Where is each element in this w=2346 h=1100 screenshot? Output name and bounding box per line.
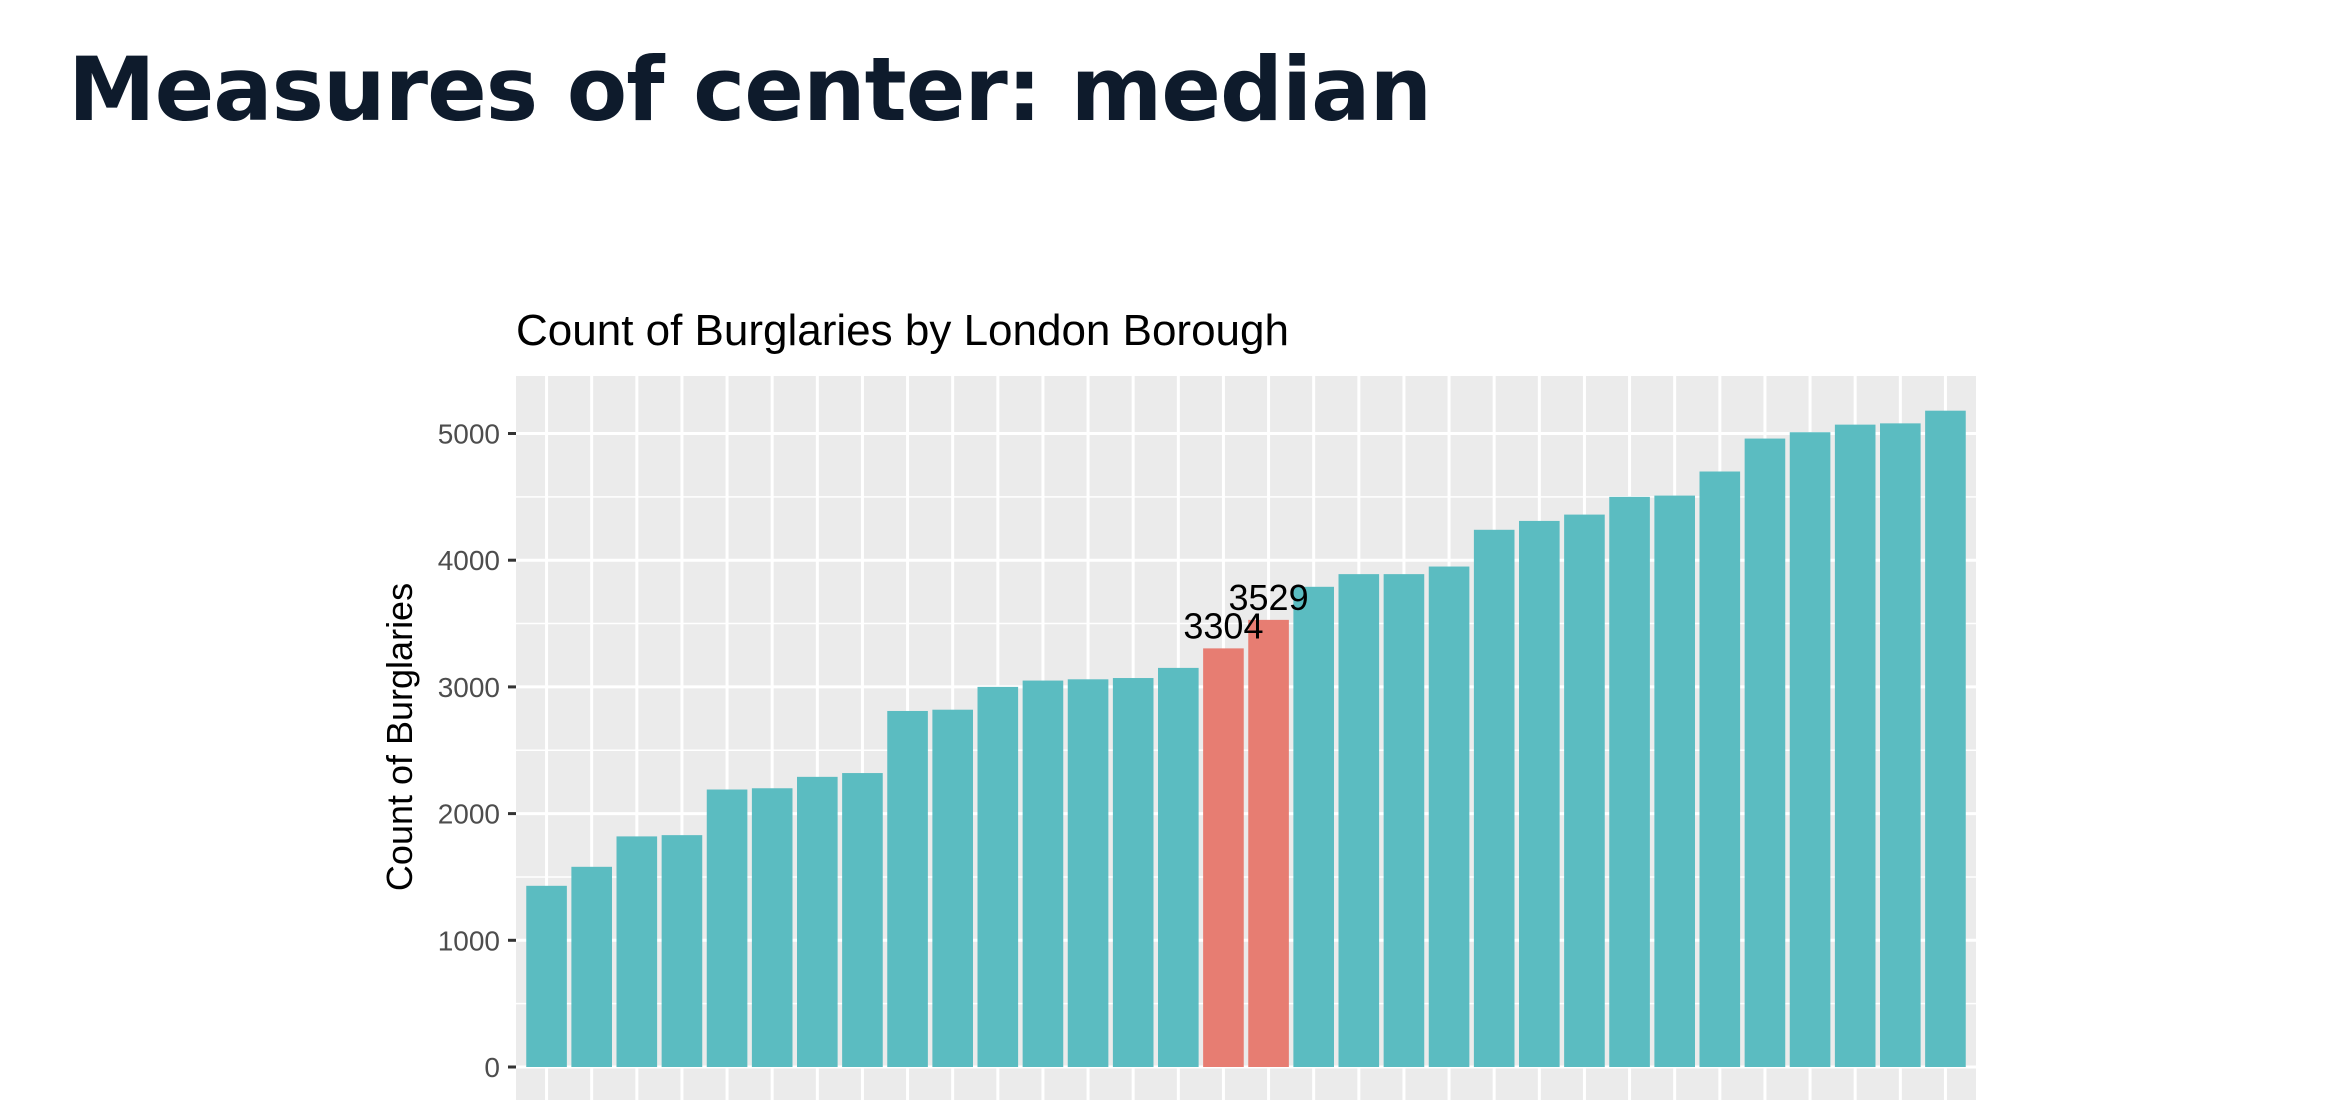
y-axis-title: Count of Burglaries: [379, 583, 420, 891]
bar: [1925, 410, 1966, 1068]
chart-title: Count of Burglaries by London Borough: [516, 306, 1289, 355]
bar: [1699, 471, 1741, 1067]
bar: [1112, 678, 1154, 1067]
data-label: 3304: [1183, 605, 1263, 646]
bar: [932, 709, 973, 1067]
bar: [1383, 574, 1425, 1067]
y-tick-label: 3000: [438, 672, 500, 703]
bar: [1338, 574, 1380, 1067]
bar: [751, 788, 793, 1067]
y-tick-label: 2000: [438, 799, 500, 830]
bar: [1473, 529, 1515, 1067]
bar: [1880, 423, 1921, 1067]
bar: [706, 789, 748, 1067]
bars: [526, 410, 1966, 1068]
highlight-bar: [1248, 619, 1289, 1067]
y-tick-label: 1000: [438, 925, 500, 956]
bar: [797, 776, 838, 1067]
bar: [977, 686, 1019, 1067]
y-axis: 0 1000 2000 3000 4000 5000: [438, 419, 516, 1083]
bar: [1609, 496, 1650, 1068]
y-tick-label: 5000: [438, 419, 500, 450]
bar: [1834, 424, 1876, 1068]
bar: [1654, 495, 1695, 1067]
bar: [1744, 438, 1786, 1067]
slide-title: Measures of center: median: [68, 38, 1432, 141]
highlight-bar: [1203, 648, 1244, 1067]
bar: [526, 885, 567, 1067]
bar: [661, 835, 703, 1067]
bar: [571, 866, 612, 1067]
bar: [1789, 432, 1831, 1067]
bar: [842, 773, 883, 1067]
data-label: 3529: [1229, 577, 1309, 618]
bar: [616, 836, 658, 1067]
bar: [887, 710, 928, 1067]
bar: [1022, 680, 1064, 1067]
y-tick-label: 0: [484, 1052, 500, 1083]
y-tick-label: 4000: [438, 545, 500, 576]
bar: [1158, 667, 1199, 1067]
bar: [1293, 586, 1334, 1067]
bar: [1564, 514, 1605, 1067]
bar: [1519, 520, 1560, 1067]
bar: [1428, 566, 1470, 1067]
bar: [1067, 679, 1109, 1067]
